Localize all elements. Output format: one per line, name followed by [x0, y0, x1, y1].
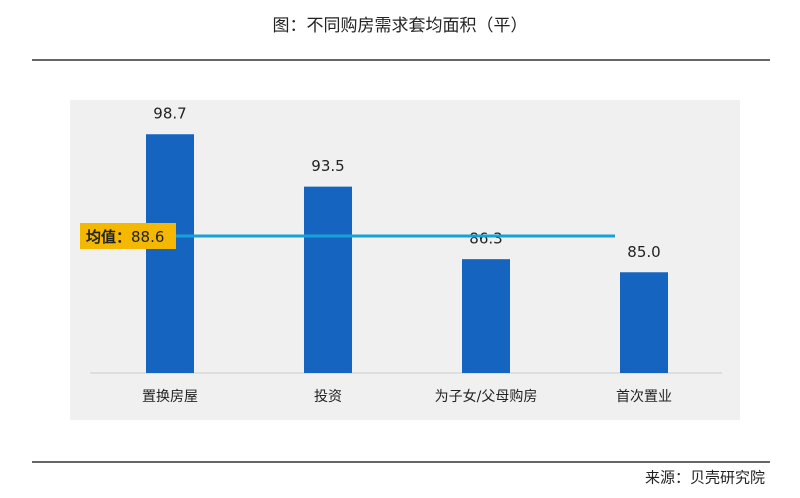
- average-label-box: [80, 222, 176, 249]
- x-tick-label: 首次置业: [616, 389, 672, 405]
- average-label-value: 88.6: [131, 227, 164, 245]
- average-label: 均值：88.6: [86, 227, 164, 245]
- value-label: 85.0: [627, 243, 660, 261]
- source: 来源：贝壳研究院: [645, 469, 765, 487]
- bar: [146, 134, 194, 373]
- x-tick-label: 为子女/父母购房: [435, 388, 538, 405]
- average-label-name: 均值：: [86, 227, 131, 245]
- value-label: 93.5: [311, 157, 344, 175]
- x-tick-label: 置换房屋: [142, 388, 198, 405]
- value-label: 98.7: [153, 105, 186, 123]
- bar: [304, 186, 352, 373]
- x-tick-label: 投资: [314, 389, 342, 405]
- value-label: 86.3: [469, 230, 502, 248]
- bar: [462, 259, 510, 373]
- bar: [620, 272, 668, 373]
- chart-title: 图：不同购房需求套均面积（平）: [273, 16, 528, 36]
